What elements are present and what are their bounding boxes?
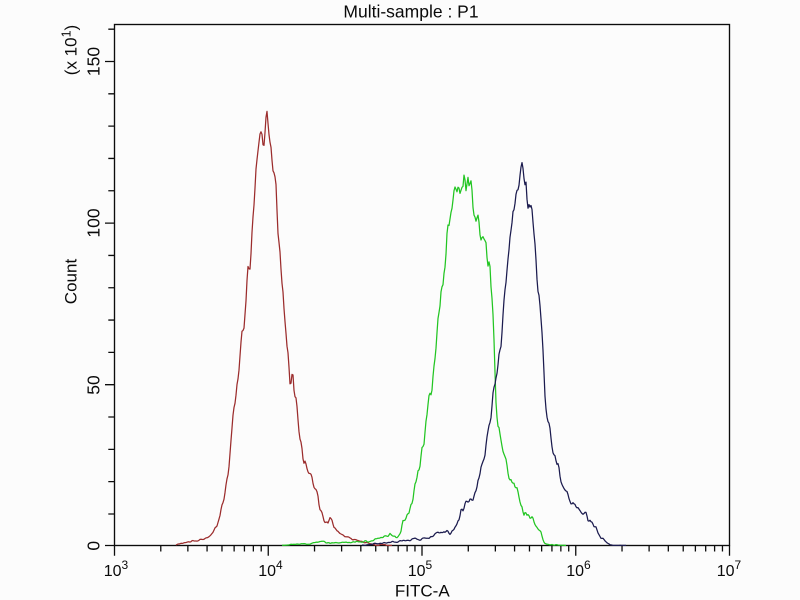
svg-text:FITC-A: FITC-A xyxy=(395,582,450,600)
svg-text:Count: Count xyxy=(62,259,81,305)
svg-text:Multi-sample : P1: Multi-sample : P1 xyxy=(343,2,478,22)
svg-text:150: 150 xyxy=(84,47,104,76)
svg-text:50: 50 xyxy=(84,375,104,395)
svg-text:100: 100 xyxy=(84,208,104,237)
svg-text:0: 0 xyxy=(84,541,104,551)
